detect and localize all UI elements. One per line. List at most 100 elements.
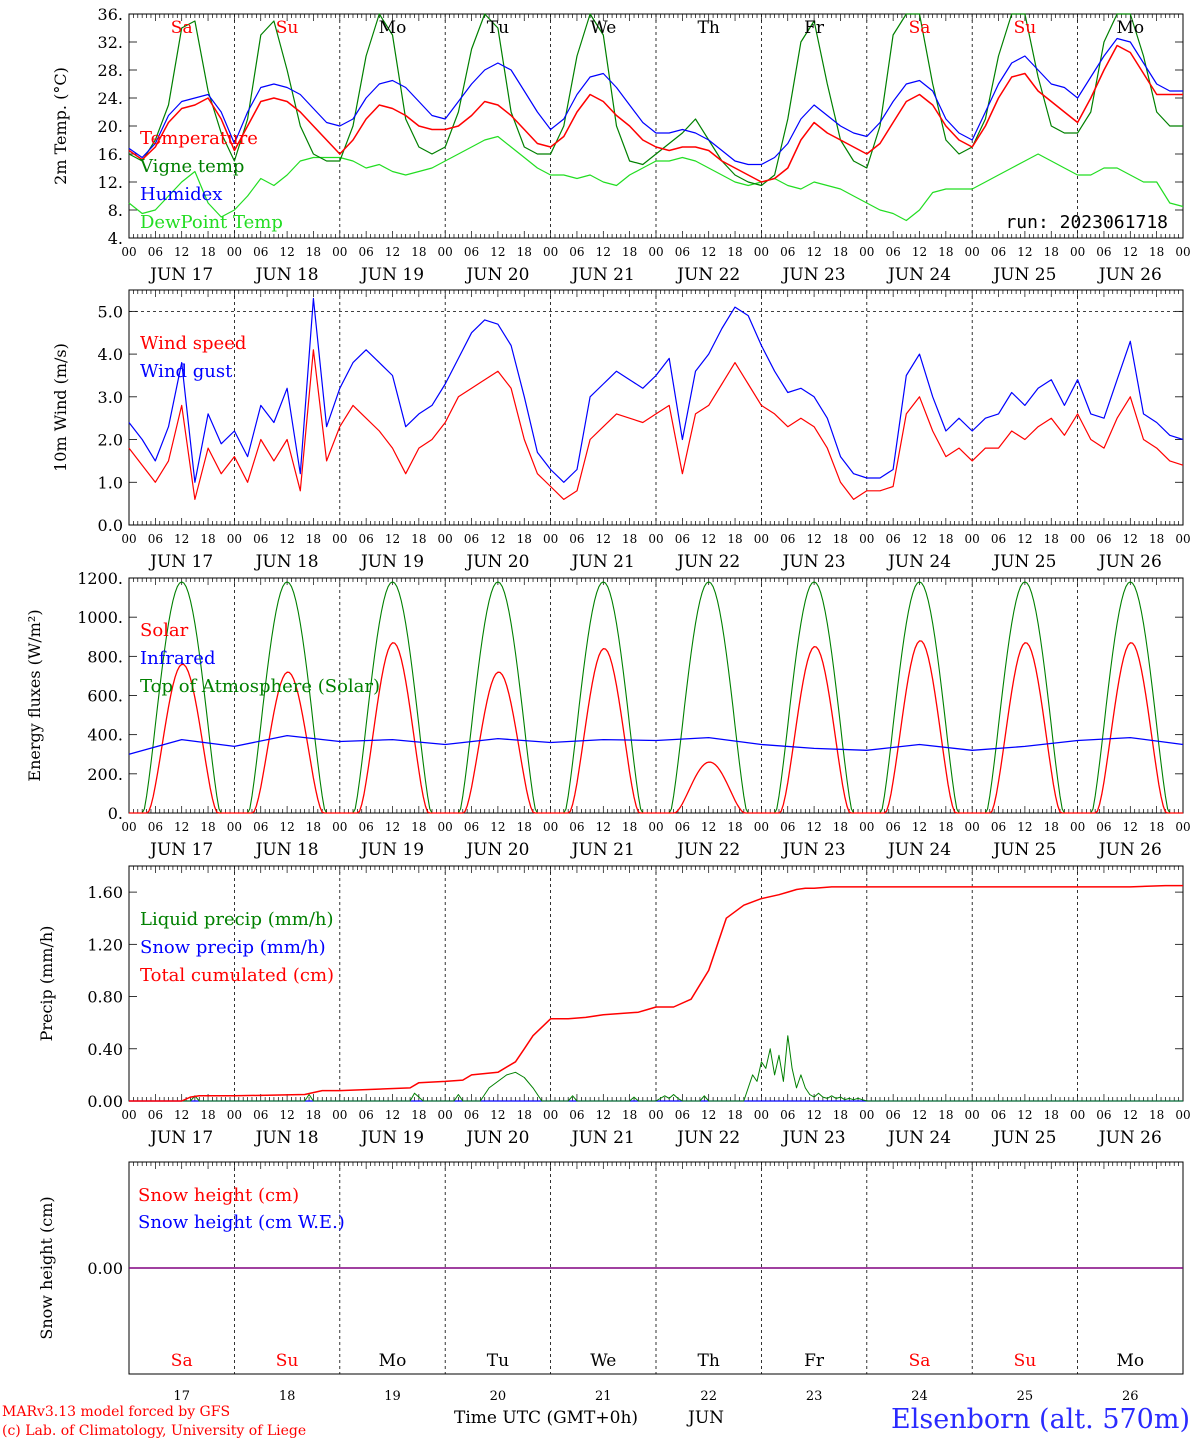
hour-label: 00: [121, 245, 136, 259]
hour-label: 00: [859, 532, 874, 546]
date-label: JUN 17: [148, 840, 213, 860]
hour-label: 06: [569, 245, 584, 259]
date-label: JUN 25: [991, 265, 1056, 285]
hour-label: 12: [596, 245, 611, 259]
y-tick-label: 4.: [108, 229, 123, 248]
day-name-label: Su: [1014, 18, 1037, 38]
y-tick-label: 1000.: [77, 608, 123, 627]
y-tick-label: 8.: [108, 201, 123, 220]
y-tick-label: 800.: [87, 647, 123, 666]
hour-label: 00: [965, 532, 980, 546]
day-date-label: 25: [1017, 1389, 1034, 1404]
hour-label: 06: [991, 820, 1006, 834]
y-tick-label: 28.: [98, 61, 123, 80]
hour-label: 00: [1175, 1108, 1190, 1122]
day-name-label: Tu: [487, 18, 509, 38]
hour-label: 00: [754, 820, 769, 834]
date-label: JUN 25: [991, 1128, 1056, 1148]
y-tick-label: 1.0: [98, 473, 123, 492]
hour-label: 00: [648, 532, 663, 546]
day-name-label: Tu: [487, 1351, 509, 1371]
legend-total-cumulated-cm: Total cumulated (cm): [140, 965, 334, 986]
y-tick-label: 36.: [98, 5, 123, 24]
date-label: JUN 18: [254, 840, 319, 860]
run-label: run: 2023061718: [1005, 212, 1168, 233]
hour-label: 12: [490, 820, 505, 834]
hour-label: 12: [596, 1108, 611, 1122]
hour-label: 18: [833, 1108, 848, 1122]
hour-label: 06: [780, 1108, 795, 1122]
day-date-label: 20: [490, 1389, 507, 1404]
y-tick-label: 4.0: [98, 345, 123, 364]
panel-temperature: 00 06 12 18 JUN 17 00 06 12 18 JUN 18 00 06 12 18 JUN …: [51, 5, 1191, 285]
hour-label: 12: [1017, 532, 1032, 546]
panel-snow: 0.00 Snow height (cm) Sa 17 Su 18 Mo 19 Tu 20 We 21…: [37, 1161, 1184, 1404]
hour-label: 00: [332, 1108, 347, 1122]
hour-label: 18: [200, 532, 215, 546]
hour-label: 00: [121, 532, 136, 546]
hour-label: 00: [543, 245, 558, 259]
date-label: JUN 20: [464, 265, 529, 285]
hour-label: 00: [1175, 245, 1190, 259]
hour-label: 12: [1123, 245, 1138, 259]
hour-label: 12: [701, 245, 716, 259]
hour-label: 18: [306, 245, 321, 259]
hour-label: 00: [438, 245, 453, 259]
date-label: JUN 19: [359, 1128, 424, 1148]
hour-label: 00: [438, 1108, 453, 1122]
date-label: JUN 26: [1097, 840, 1162, 860]
hour-label: 18: [306, 532, 321, 546]
legend-vigne-temp: Vigne temp: [139, 156, 244, 177]
y-axis-label: Precip (mm/h): [37, 926, 56, 1042]
y-tick-label: 24.: [98, 89, 123, 108]
date-label: JUN 19: [359, 840, 424, 860]
hour-label: 06: [464, 1108, 479, 1122]
date-label: JUN 26: [1097, 552, 1162, 572]
hour-label: 06: [359, 1108, 374, 1122]
hour-label: 12: [1017, 245, 1032, 259]
day-name-label: Mo: [1116, 18, 1144, 38]
y-tick-label: 0.40: [87, 1040, 123, 1059]
hour-label: 12: [490, 1108, 505, 1122]
hour-label: 06: [464, 245, 479, 259]
date-label: JUN 20: [464, 840, 529, 860]
hour-label: 00: [754, 245, 769, 259]
hour-label: 00: [227, 1108, 242, 1122]
hour-label: 18: [938, 1108, 953, 1122]
day-name-label: Th: [698, 18, 720, 38]
hour-label: 12: [912, 532, 927, 546]
hour-label: 06: [675, 245, 690, 259]
legend-snow-height-cm: Snow height (cm): [138, 1185, 299, 1206]
hour-label: 06: [148, 532, 163, 546]
day-name-label: Fr: [804, 18, 825, 38]
vigne-temp-line: [128, 13, 1183, 187]
hour-label: 12: [385, 532, 400, 546]
legend-solar: Solar: [140, 620, 189, 641]
hour-label: 18: [200, 245, 215, 259]
wind-gust-line: [128, 297, 1184, 483]
day-date-label: 17: [173, 1389, 190, 1404]
date-label: JUN 17: [148, 1128, 213, 1148]
y-tick-label: 2.0: [98, 431, 123, 450]
day-name-label: Fr: [804, 1351, 825, 1371]
hour-label: 12: [1017, 1108, 1032, 1122]
hour-label: 00: [965, 1108, 980, 1122]
date-label: JUN 24: [886, 840, 951, 860]
hour-label: 06: [464, 532, 479, 546]
hour-label: 06: [780, 245, 795, 259]
footer-model-line: MARv3.13 model forced by GFS: [2, 1404, 230, 1420]
y-tick-label: 5.0: [98, 302, 123, 321]
y-axis-label: 2m Temp. (°C): [51, 67, 70, 185]
date-label: JUN 22: [675, 840, 740, 860]
hour-label: 00: [227, 820, 242, 834]
hour-label: 00: [754, 1108, 769, 1122]
hour-label: 18: [727, 1108, 742, 1122]
station-label: Elsenborn (alt. 570m): [891, 1404, 1190, 1435]
hour-label: 06: [359, 245, 374, 259]
y-tick-label: 0.0: [98, 516, 123, 535]
hour-label: 00: [543, 820, 558, 834]
hour-label: 18: [833, 245, 848, 259]
date-label: JUN 25: [991, 552, 1056, 572]
hour-label: 12: [912, 245, 927, 259]
date-label: JUN 23: [781, 1128, 846, 1148]
